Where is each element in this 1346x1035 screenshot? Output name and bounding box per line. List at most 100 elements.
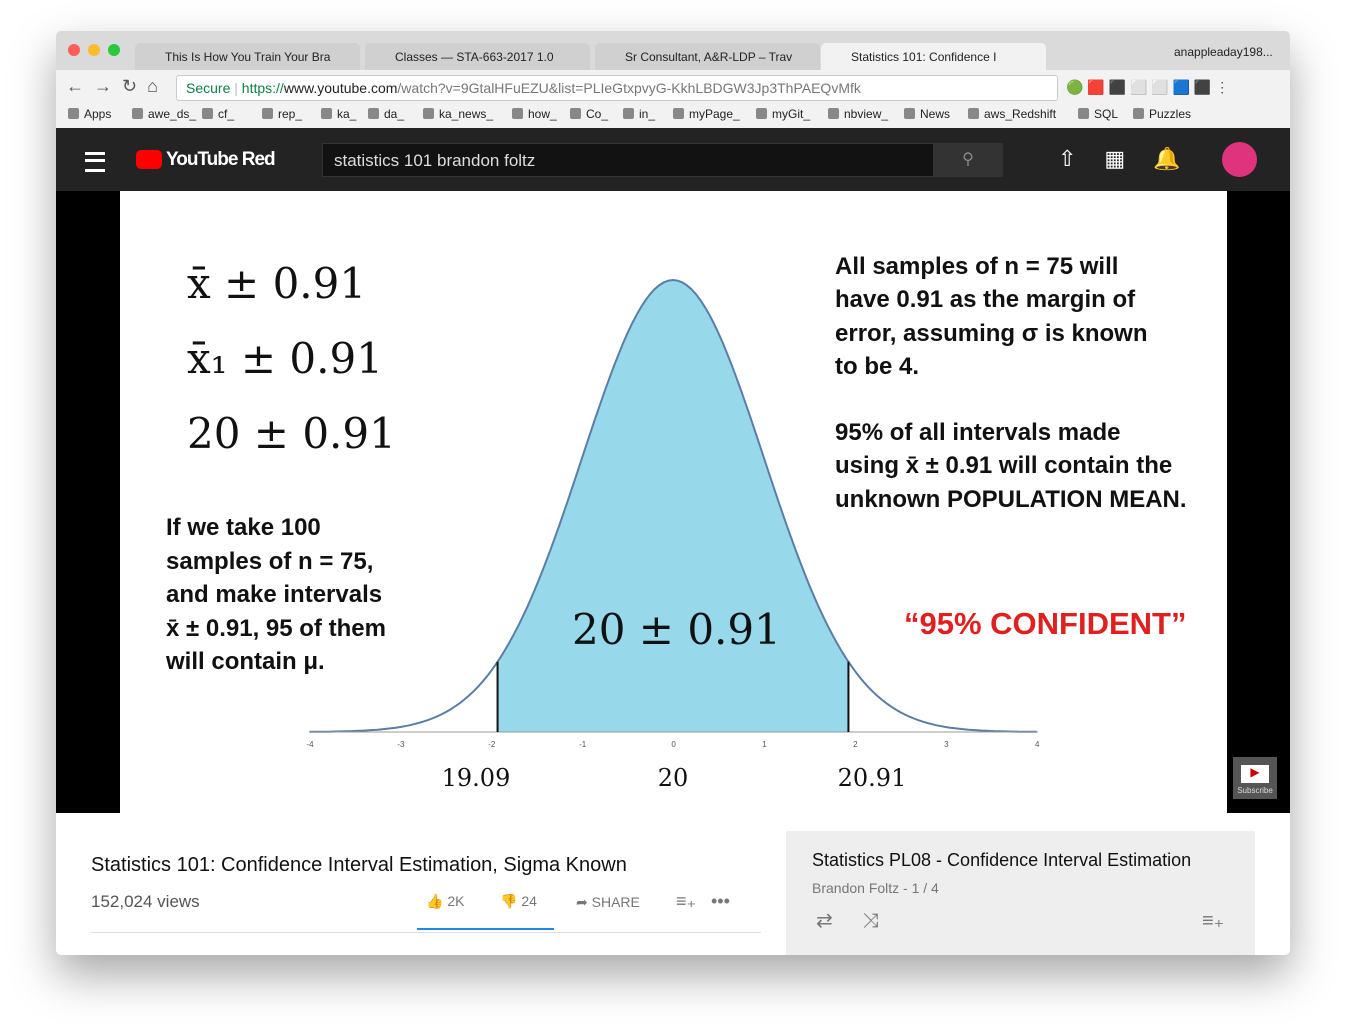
youtube-logo[interactable]: YouTube Red xyxy=(166,149,276,170)
bookmark[interactable]: myPage_ xyxy=(673,107,740,121)
divider xyxy=(91,932,761,933)
dislike-count: 24 xyxy=(521,893,537,909)
left-text-line: samples of n = 75, xyxy=(166,547,374,575)
url-host: www.youtube.com xyxy=(283,80,398,96)
axis-tick-label: 3 xyxy=(944,740,949,749)
right-text-line: 95% of all intervals made xyxy=(835,419,1121,446)
url-path: /watch?v=9GtalHFuEZU&list=PLIeGtxpvyG-Kk… xyxy=(397,80,861,96)
menu-icon[interactable] xyxy=(85,152,105,172)
bookmark[interactable]: rep_ xyxy=(262,107,302,121)
like-count: 2K xyxy=(447,893,465,909)
search-text: statistics 101 brandon foltz xyxy=(334,151,536,170)
formula: x̄ ± 0.91 xyxy=(187,259,367,308)
bookmark[interactable]: nbview_ xyxy=(828,107,888,121)
bookmark[interactable]: News xyxy=(904,107,950,121)
left-text-line: will contain μ. xyxy=(166,648,325,675)
bookmark-label: in_ xyxy=(639,107,656,121)
shaded-area xyxy=(497,280,849,732)
extension-icons[interactable]: 🟢 🟥 ⬛ ⬜ ⬜ 🟦 ⬛ ⋮ xyxy=(1066,79,1230,95)
like-button[interactable]: 👍 2K xyxy=(426,893,465,909)
nav-icons[interactable]: ← → ↻ ⌂ xyxy=(66,76,158,96)
bookmark[interactable]: ka_ xyxy=(321,107,356,121)
bookmark-label: News xyxy=(920,107,951,121)
right-text-line: to be 4. xyxy=(835,352,920,380)
bookmark-label: awe_ds_ xyxy=(148,107,197,121)
view-count: 152,024 views xyxy=(91,892,200,911)
bookmark[interactable]: Puzzles xyxy=(1133,107,1191,121)
dislike-button[interactable]: 👎 24 xyxy=(500,893,537,909)
share-label: SHARE xyxy=(591,894,640,910)
right-text-line: All samples of n = 75 will xyxy=(835,253,1119,280)
axis-tick-label: -4 xyxy=(306,740,314,749)
bookmark-label: ka_ xyxy=(337,107,357,121)
bookmark-label: myGit_ xyxy=(772,107,811,121)
bookmark[interactable]: da_ xyxy=(368,107,404,121)
axis-tick-label: 0 xyxy=(671,740,676,749)
playlist-meta: Brandon Foltz - 1 / 4 xyxy=(812,880,939,896)
close-button[interactable] xyxy=(68,44,80,56)
bookmark[interactable]: awe_ds_ xyxy=(132,107,196,121)
tab[interactable]: Statistics 101: Confidence I xyxy=(821,43,1046,70)
share-button[interactable]: ➦ SHARE xyxy=(576,894,640,910)
bookmark-label: da_ xyxy=(384,107,405,121)
bookmark-label: myPage_ xyxy=(689,107,740,121)
left-text-line: and make intervals xyxy=(166,581,383,608)
axis-tick-label: 4 xyxy=(1034,740,1040,749)
bookmark[interactable]: Co_ xyxy=(570,107,608,121)
tab-title: Statistics 101: Confidence I xyxy=(851,50,997,64)
bookmark-label: rep_ xyxy=(278,107,303,121)
url-scheme: https:// xyxy=(241,80,284,96)
bookmark[interactable]: ka_news_ xyxy=(423,107,493,121)
bookmark-label: cf_ xyxy=(218,107,235,121)
right-text-line: unknown POPULATION MEAN. xyxy=(835,485,1187,513)
axis-tick-label: -1 xyxy=(579,740,587,749)
tab[interactable]: This Is How You Train Your Bra xyxy=(135,43,360,70)
slide-drawing xyxy=(309,278,1038,733)
tab[interactable]: Classes — STA-663-2017 1.0 xyxy=(365,43,590,70)
axis-tick-label: 1 xyxy=(762,740,767,749)
more-actions[interactable]: ≡₊ ••• xyxy=(676,891,730,911)
bookmark-label: how_ xyxy=(528,107,557,121)
right-text-line: error, assuming σ is known xyxy=(835,319,1148,347)
playlist-controls[interactable]: ⇄⤨ xyxy=(816,910,909,932)
right-text-line: using x̄ ± 0.91 will contain the xyxy=(835,452,1173,480)
search-box[interactable] xyxy=(322,143,934,177)
address-bar[interactable] xyxy=(176,75,1058,101)
header-icons[interactable]: ⇧▦🔔 xyxy=(1058,146,1209,171)
subscribe-watermark[interactable]: ▶ Subscribe xyxy=(1233,757,1277,799)
axis-tick-label: -3 xyxy=(397,740,405,749)
bookmark[interactable]: cf_ xyxy=(202,107,234,121)
normal-curve xyxy=(309,278,1037,733)
bookmark[interactable]: how_ xyxy=(512,107,557,121)
axis-value-label: 20 xyxy=(657,764,689,792)
tab-title: Classes — STA-663-2017 1.0 xyxy=(395,50,554,64)
bookmark[interactable]: Apps xyxy=(68,107,111,121)
left-text-line: x̄ ± 0.91, 95 of them xyxy=(166,614,386,642)
url: Secure | https://www.youtube.com/watch?v… xyxy=(186,80,861,96)
right-text-line: have 0.91 as the margin of xyxy=(835,286,1136,314)
search-button[interactable]: ⚲ xyxy=(933,143,1003,177)
profile-name[interactable]: anappleaday198... xyxy=(1174,45,1273,59)
tab-title: Sr Consultant, A&R-LDP – Trav xyxy=(625,50,793,64)
video-title: Statistics 101: Confidence Interval Esti… xyxy=(91,854,627,876)
bookmark-label: Puzzles xyxy=(1149,107,1192,121)
bookmark[interactable]: aws_Redshift xyxy=(968,107,1056,121)
bookmark[interactable]: in_ xyxy=(623,107,655,121)
playlist-save[interactable]: ≡₊ xyxy=(1202,910,1225,932)
bookmark-label: Co_ xyxy=(586,107,609,121)
playlist-title[interactable]: Statistics PL08 - Confidence Interval Es… xyxy=(812,850,1192,870)
secure-label: Secure xyxy=(186,80,231,96)
axis-value-label: 20.91 xyxy=(837,764,907,792)
bookmark[interactable]: myGit_ xyxy=(756,107,810,121)
tab[interactable]: Sr Consultant, A&R-LDP – Trav xyxy=(595,43,820,70)
browser-window: anappleaday198... ← → ↻ ⌂ Secure | https… xyxy=(56,31,1290,955)
formula: x̄₁ ± 0.91 xyxy=(187,334,383,383)
bookmark-label: Apps xyxy=(84,107,112,121)
minimize-button[interactable] xyxy=(88,44,100,56)
youtube-logo-icon[interactable] xyxy=(136,150,162,169)
axis-tick-label: -2 xyxy=(488,740,496,749)
avatar[interactable] xyxy=(1222,142,1257,177)
zoom-button[interactable] xyxy=(108,44,120,56)
bookmark[interactable]: SQL xyxy=(1078,107,1118,121)
